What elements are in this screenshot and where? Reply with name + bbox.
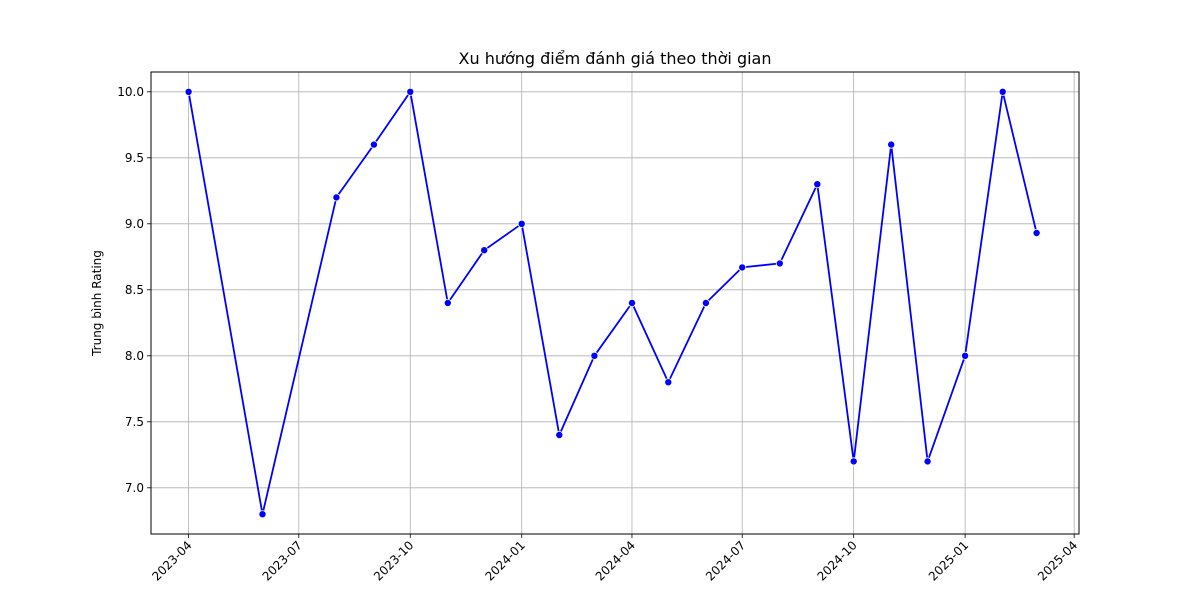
y-tick-label: 7.5	[125, 415, 144, 429]
data-point	[406, 87, 415, 96]
series-rating	[184, 87, 1041, 519]
data-point	[813, 180, 822, 189]
data-point	[775, 259, 784, 268]
data-point	[923, 457, 932, 466]
y-tick-label: 7.0	[125, 481, 144, 495]
y-tick-label: 8.0	[125, 349, 144, 363]
y-axis-label: Trung bình Rating	[90, 250, 104, 357]
data-point	[258, 510, 267, 519]
data-point	[701, 298, 710, 307]
data-point	[555, 430, 564, 439]
data-point	[443, 298, 452, 307]
data-point	[517, 219, 526, 228]
plot-frame	[150, 71, 1080, 535]
grid-lines	[151, 72, 1079, 534]
data-point	[1032, 228, 1041, 237]
data-point	[887, 140, 896, 149]
x-tick-label: 2025-04	[1035, 538, 1080, 583]
y-tick-label: 8.5	[125, 283, 144, 297]
data-point	[664, 378, 673, 387]
x-tick-label: 2023-07	[260, 538, 305, 583]
x-tick-label: 2023-04	[149, 538, 194, 583]
y-tick-label: 9.0	[125, 217, 144, 231]
x-tick-label: 2024-04	[593, 538, 638, 583]
x-tick-label: 2024-07	[703, 538, 748, 583]
y-tick-label: 10.0	[117, 85, 144, 99]
x-tick-label: 2023-10	[371, 538, 416, 583]
x-tick-label: 2024-10	[814, 538, 859, 583]
data-point	[184, 87, 193, 96]
y-tick-label: 9.5	[125, 151, 144, 165]
data-point	[590, 351, 599, 360]
data-point	[369, 140, 378, 149]
data-point	[961, 351, 970, 360]
chart-title: Xu hướng điểm đánh giá theo thời gian	[459, 49, 772, 68]
series-line	[187, 90, 1038, 516]
x-tick-label: 2025-01	[926, 538, 971, 583]
data-point	[849, 457, 858, 466]
data-point	[738, 263, 747, 272]
x-tick-label: 2024-01	[482, 538, 527, 583]
data-point	[628, 298, 637, 307]
data-point	[480, 246, 489, 255]
data-point	[998, 87, 1007, 96]
data-point	[332, 193, 341, 202]
